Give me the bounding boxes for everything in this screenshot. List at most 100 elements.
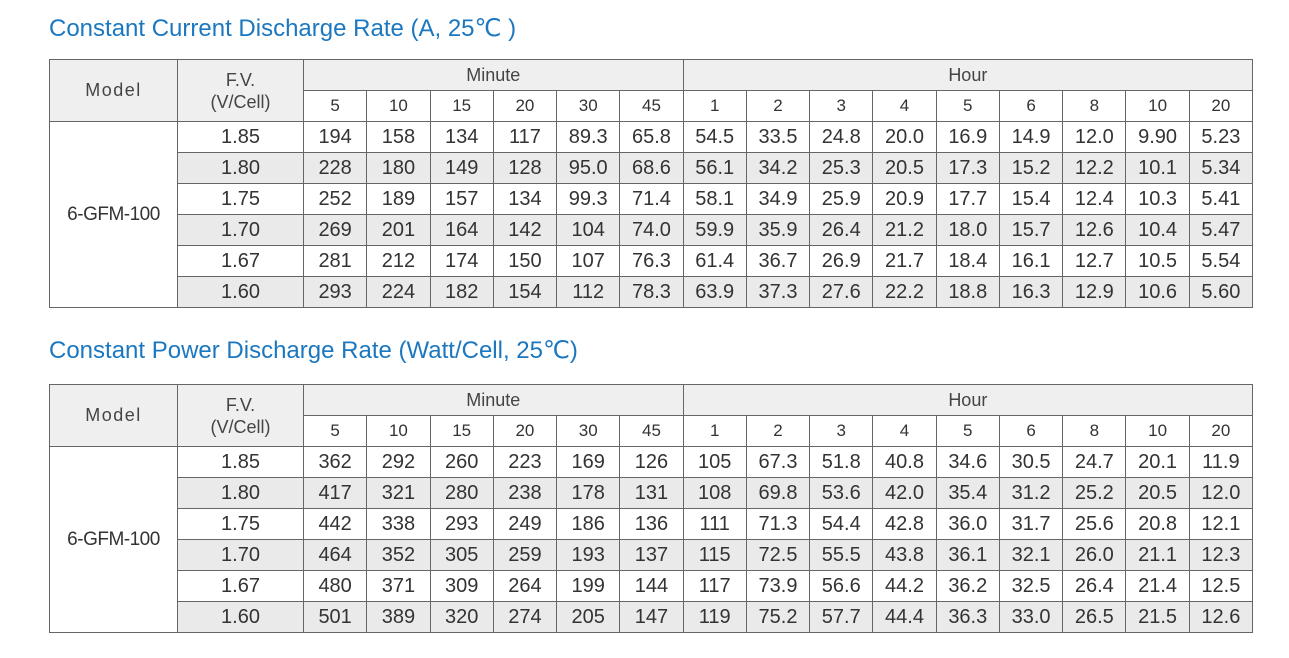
rate-value: 134 (492, 183, 558, 215)
rate-value: 10.6 (1125, 276, 1190, 308)
rate-value: 205 (556, 601, 621, 633)
column-header: 10 (366, 415, 431, 447)
rate-value: 136 (619, 508, 684, 540)
column-header: 45 (619, 415, 684, 447)
rate-value: 293 (302, 276, 368, 308)
rate-value: 12.6 (1062, 214, 1127, 246)
rate-value: 164 (429, 214, 494, 246)
rate-value: 264 (492, 570, 558, 602)
rate-value: 105 (682, 446, 747, 478)
rate-value: 5.60 (1188, 276, 1254, 308)
rate-value: 142 (492, 214, 558, 246)
column-header: 20 (1188, 415, 1254, 447)
rate-value: 12.9 (1062, 276, 1127, 308)
data-row: 1.67 480 371 309 264 199 144 117 73.9 56.6 44.2 36.… (50, 570, 1254, 602)
rate-value: 293 (429, 508, 494, 540)
rate-value: 95.0 (556, 152, 621, 184)
rate-value: 10.3 (1125, 183, 1190, 215)
group-header: Minute (303, 59, 684, 91)
rate-value: 26.5 (1062, 601, 1127, 633)
column-header: 8 (1062, 415, 1127, 447)
column-header: 6 (998, 415, 1064, 447)
rate-value: 20.5 (872, 152, 937, 184)
rate-value: 224 (366, 276, 431, 308)
group-header: Minute (303, 384, 684, 416)
rate-value: 11.9 (1188, 446, 1254, 478)
header-row: 5 10 15 20 30 45 1 2 3 4 5 6 8 10 20 (50, 90, 1254, 122)
header-row: Model F.V. (V/Cell) Minute Hour (49, 384, 1254, 447)
rate-value: 249 (492, 508, 558, 540)
rate-value: 20.8 (1125, 508, 1190, 540)
rate-value: 117 (682, 570, 747, 602)
rate-value: 42.0 (872, 477, 937, 509)
rate-value: 260 (429, 446, 494, 478)
rate-value: 5.34 (1188, 152, 1254, 184)
model-header: Model (49, 59, 178, 122)
rate-value: 10.1 (1125, 152, 1190, 184)
fv-header: F.V. (V/Cell) (177, 384, 304, 447)
fv-value: 1.67 (177, 245, 304, 277)
rate-value: 40.8 (872, 446, 937, 478)
rate-value: 292 (366, 446, 431, 478)
rate-value: 42.8 (872, 508, 937, 540)
rate-value: 178 (556, 477, 621, 509)
rate-value: 320 (429, 601, 494, 633)
data-row: 6-GFM-100 1.85 194 158 134 117 89.3 65.8 54.5 33.… (49, 121, 1254, 308)
rate-value: 74.0 (619, 214, 684, 246)
rate-value: 158 (366, 121, 431, 153)
rate-value: 10.5 (1125, 245, 1190, 277)
column-header: 10 (1125, 415, 1190, 447)
fv-value: 1.85 (177, 446, 304, 478)
data-row: 1.67 281 212 174 150 107 76.3 61.4 36.7 26.9 21.7 1… (50, 245, 1254, 277)
rate-value: 53.6 (809, 477, 874, 509)
rate-value: 68.6 (619, 152, 684, 184)
rate-value: 34.2 (745, 152, 811, 184)
rate-value: 501 (302, 601, 368, 633)
rate-value: 12.3 (1188, 539, 1254, 571)
column-header: 30 (556, 415, 621, 447)
column-header: 30 (556, 90, 621, 122)
rate-value: 18.0 (935, 214, 1000, 246)
column-header: 2 (745, 90, 811, 122)
rate-value: 147 (619, 601, 684, 633)
column-header: 4 (872, 90, 937, 122)
rate-value: 25.2 (1062, 477, 1127, 509)
rate-value: 199 (556, 570, 621, 602)
rate-value: 99.3 (556, 183, 621, 215)
rate-value: 36.0 (935, 508, 1000, 540)
rate-value: 18.4 (935, 245, 1000, 277)
model-header: Model (49, 384, 178, 447)
rate-value: 58.1 (682, 183, 747, 215)
rate-value: 27.6 (809, 276, 874, 308)
rate-value: 309 (429, 570, 494, 602)
rate-value: 115 (682, 539, 747, 571)
data-row: 1.75 252 189 157 134 99.3 71.4 58.1 34.9 25.9 20.9… (50, 183, 1254, 215)
rate-value: 12.5 (1188, 570, 1254, 602)
rate-value: 321 (366, 477, 431, 509)
rate-value: 194 (302, 121, 368, 153)
rate-value: 480 (302, 570, 368, 602)
rate-value: 34.9 (745, 183, 811, 215)
rate-value: 78.3 (619, 276, 684, 308)
column-header: 10 (1125, 90, 1190, 122)
column-header: 10 (366, 90, 431, 122)
rate-value: 223 (492, 446, 558, 478)
rate-value: 55.5 (809, 539, 874, 571)
column-header: 1 (682, 90, 747, 122)
rate-value: 12.2 (1062, 152, 1127, 184)
rate-value: 36.2 (935, 570, 1000, 602)
column-header: 1 (682, 415, 747, 447)
rate-value: 12.1 (1188, 508, 1254, 540)
rate-value: 21.2 (872, 214, 937, 246)
fv-value: 1.60 (177, 276, 304, 308)
rate-value: 389 (366, 601, 431, 633)
rate-value: 15.2 (998, 152, 1064, 184)
rate-value: 104 (556, 214, 621, 246)
rate-value: 5.47 (1188, 214, 1254, 246)
data-row: 1.80 228 180 149 128 95.0 68.6 56.1 34.2 25.3 20.5… (50, 152, 1254, 184)
data-row: 1.60 501 389 320 274 205 147 119 75.2 57.7 44.4 36.… (50, 601, 1254, 633)
rate-value: 180 (366, 152, 431, 184)
rate-value: 24.8 (809, 121, 874, 153)
column-header: 8 (1062, 90, 1127, 122)
